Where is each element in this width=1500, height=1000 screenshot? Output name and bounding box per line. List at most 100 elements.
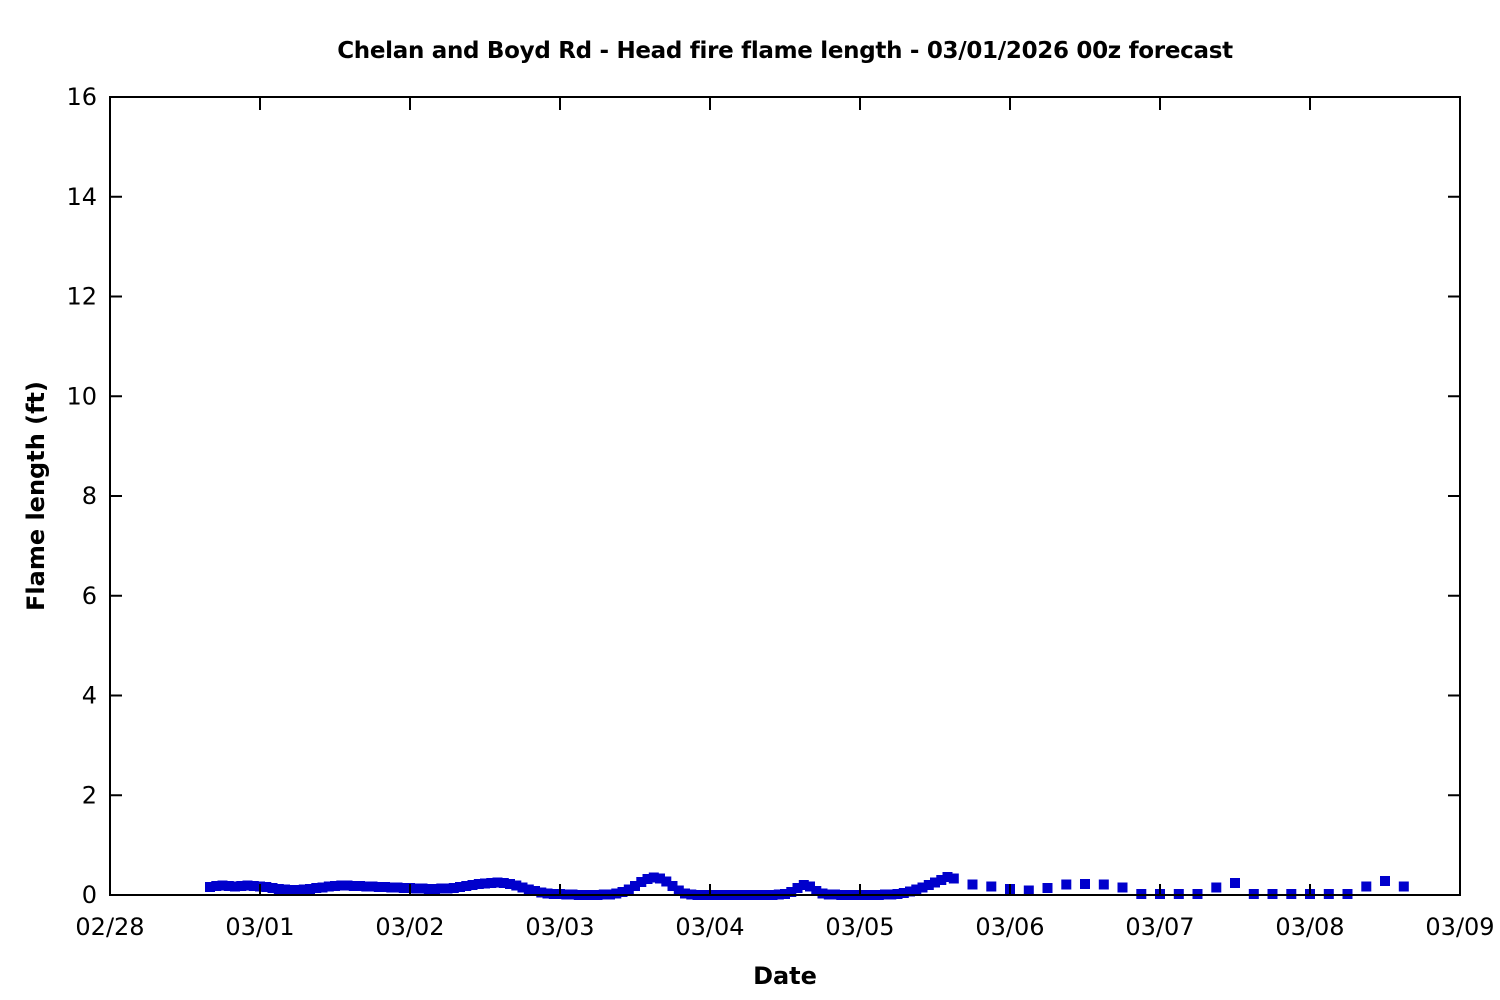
data-point-marker	[305, 884, 315, 894]
x-tick-label: 03/05	[825, 913, 894, 941]
data-point-marker	[536, 887, 547, 898]
data-point-marker	[617, 887, 628, 897]
plot-border	[109, 96, 1461, 896]
data-point-marker	[223, 881, 234, 891]
data-point-marker	[986, 881, 997, 892]
data-point-marker	[1023, 885, 1034, 896]
data-point-marker	[917, 882, 928, 893]
data-point-marker	[1398, 881, 1409, 892]
x-tick-label: 03/02	[375, 913, 444, 941]
data-point-marker	[436, 883, 447, 894]
data-point-marker	[411, 883, 422, 894]
data-point-marker	[1098, 879, 1109, 890]
data-point-marker	[280, 884, 290, 895]
data-point-marker	[1211, 882, 1222, 893]
data-point-marker	[230, 881, 240, 892]
x-tick-label: 03/08	[1275, 913, 1344, 941]
x-tick-label: 03/01	[225, 913, 294, 941]
data-point-marker	[948, 873, 959, 884]
data-point-marker	[473, 879, 484, 889]
data-point-marker	[430, 884, 440, 894]
data-point-marker	[967, 879, 978, 890]
y-tick-label: 6	[82, 582, 97, 610]
data-point-marker	[423, 884, 434, 894]
y-tick-label: 8	[82, 482, 97, 510]
data-point-marker	[630, 881, 640, 891]
data-point-marker	[330, 881, 340, 891]
data-point-marker	[211, 881, 222, 891]
data-point-marker	[1230, 878, 1240, 888]
data-point-marker	[398, 883, 409, 893]
data-point-marker	[380, 882, 390, 892]
data-point-marker	[923, 880, 934, 890]
data-point-marker	[1361, 881, 1372, 892]
data-point-marker	[905, 886, 915, 897]
data-point-marker	[286, 885, 297, 895]
data-point-marker	[911, 884, 922, 895]
data-point-marker	[1380, 876, 1390, 886]
data-point-marker	[1042, 883, 1053, 893]
data-point-marker	[342, 880, 353, 891]
x-tick-label: 03/04	[675, 913, 744, 941]
data-point-marker	[642, 874, 653, 884]
data-point-marker	[648, 872, 659, 883]
data-point-marker	[317, 882, 328, 893]
data-point-marker	[480, 878, 490, 889]
data-point-marker	[817, 888, 828, 899]
data-point-marker	[442, 883, 453, 894]
data-point-marker	[205, 882, 215, 892]
data-point-marker	[667, 881, 678, 891]
data-point-marker	[936, 875, 947, 885]
data-point-marker	[680, 888, 690, 899]
data-point-marker	[523, 884, 534, 895]
data-point-marker	[636, 877, 647, 887]
data-point-marker	[655, 873, 665, 884]
data-point-marker	[311, 883, 322, 893]
data-point-marker	[348, 881, 359, 891]
data-point-marker	[267, 883, 278, 893]
data-point-marker	[661, 876, 672, 887]
plot-area: 02/28 03/01 03/02 03/03 03/04 03/05 03/06 03/07…	[66, 83, 1494, 941]
data-point-marker	[511, 880, 522, 891]
data-point-marker	[336, 880, 347, 891]
x-tick-label: 03/03	[525, 913, 594, 941]
data-point-marker	[292, 885, 303, 895]
data-point-marker	[542, 888, 553, 899]
y-tick-label: 12	[66, 283, 97, 311]
data-point-marker	[805, 881, 815, 892]
data-point-marker	[1080, 879, 1090, 889]
data-point-marker	[530, 886, 540, 896]
y-tick-label: 0	[82, 881, 97, 909]
data-point-marker	[1117, 882, 1128, 893]
data-point-marker	[417, 883, 428, 894]
data-point-marker	[273, 884, 284, 894]
data-point-marker	[386, 882, 397, 893]
data-point-marker	[261, 882, 272, 892]
x-tick-label: 03/06	[975, 913, 1044, 941]
data-point-marker	[486, 878, 497, 888]
data-point-marker	[492, 877, 503, 888]
data-point-marker	[461, 881, 472, 891]
data-point-marker	[298, 884, 309, 895]
data-point-marker	[1061, 879, 1072, 890]
data-point-marker	[498, 878, 509, 888]
data-point-marker	[811, 886, 822, 896]
data-point-marker	[217, 880, 228, 891]
data-point-marker	[505, 879, 515, 889]
data-point-marker	[236, 881, 247, 891]
y-tick-label: 14	[66, 183, 97, 211]
data-point-marker	[792, 883, 803, 893]
data-point-marker	[361, 881, 372, 892]
data-point-marker	[798, 880, 809, 890]
x-tick-label: 03/09	[1425, 913, 1494, 941]
y-axis-title: Flame length (ft)	[22, 381, 50, 611]
data-point-marker	[242, 880, 253, 891]
data-point-marker	[517, 882, 528, 893]
data-point-marker	[373, 882, 384, 892]
y-tick-label: 16	[66, 83, 97, 111]
data-point-marker	[448, 883, 459, 893]
data-point-marker	[611, 888, 622, 899]
y-tick-label: 2	[82, 781, 97, 809]
